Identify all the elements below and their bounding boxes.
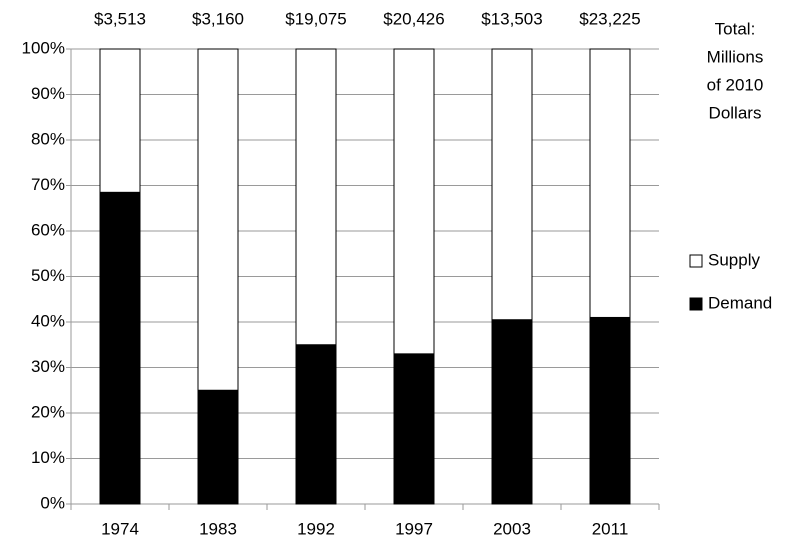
legend-label: Supply xyxy=(708,250,760,269)
y-tick-label: 70% xyxy=(31,175,65,194)
y-tick-label: 20% xyxy=(31,402,65,421)
total-label: $19,075 xyxy=(285,9,346,28)
y-tick-label: 100% xyxy=(22,38,65,57)
total-label: $3,160 xyxy=(192,9,244,28)
x-tick-label: 1997 xyxy=(395,519,433,538)
total-label: $13,503 xyxy=(481,9,542,28)
bar-segment xyxy=(589,316,631,505)
bar-segment xyxy=(491,319,533,505)
totals-title: of 2010 xyxy=(707,75,764,94)
x-tick-label: 1974 xyxy=(101,519,139,538)
legend-label: Demand xyxy=(708,293,772,312)
bar-segment xyxy=(393,48,435,355)
y-tick-label: 80% xyxy=(31,129,65,148)
x-tick-label: 2011 xyxy=(592,519,629,538)
bar-segment xyxy=(393,353,435,505)
y-tick-label: 30% xyxy=(31,357,65,376)
totals-title: Total: xyxy=(715,19,756,38)
y-tick-label: 90% xyxy=(31,84,65,103)
bar-segment xyxy=(99,191,141,505)
totals-title: Dollars xyxy=(709,103,762,122)
total-label: $23,225 xyxy=(579,9,640,28)
bar-segment xyxy=(295,48,337,346)
bar-segment xyxy=(197,389,239,505)
x-tick-label: 1983 xyxy=(199,519,237,538)
legend-swatch xyxy=(689,254,703,268)
y-tick-label: 40% xyxy=(31,311,65,330)
totals-title: Millions xyxy=(707,47,764,66)
bar-segment xyxy=(99,48,141,193)
total-label: $20,426 xyxy=(383,9,444,28)
total-label: $3,513 xyxy=(94,9,146,28)
bar-segment xyxy=(295,344,337,505)
x-tick-label: 1992 xyxy=(297,519,335,538)
y-tick-label: 60% xyxy=(31,220,65,239)
x-tick-label: 2003 xyxy=(493,519,531,538)
y-tick-label: 50% xyxy=(31,266,65,285)
y-tick-label: 0% xyxy=(40,493,65,512)
legend-swatch xyxy=(689,297,703,311)
bar-segment xyxy=(589,48,631,318)
bar-segment xyxy=(197,48,239,391)
bar-segment xyxy=(491,48,533,321)
y-tick-label: 10% xyxy=(31,448,65,467)
